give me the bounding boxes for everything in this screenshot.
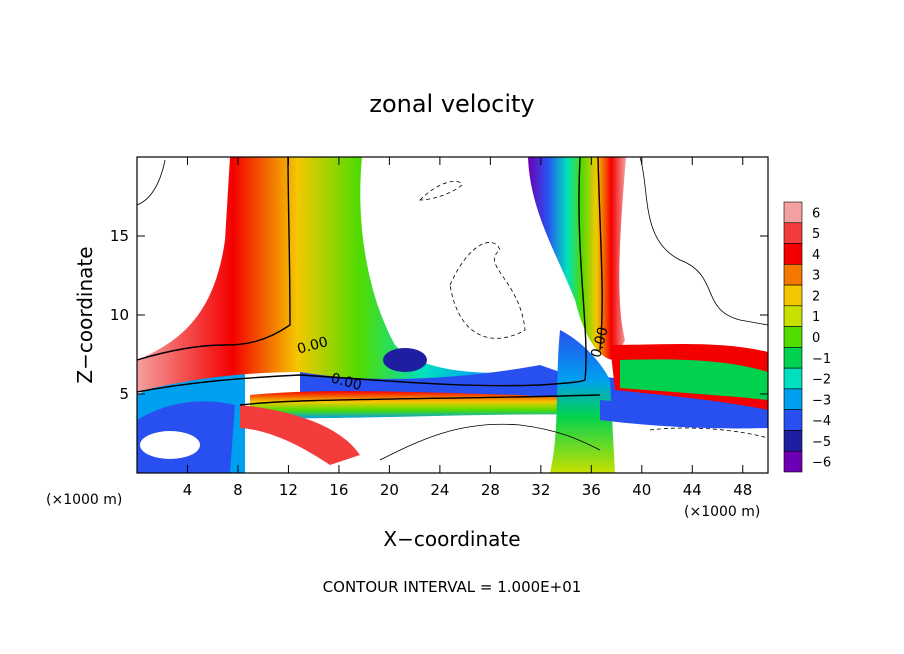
colorbar-swatch [783,347,803,369]
x-tick-label: 36 [582,481,601,499]
colorbar-label: −6 [812,456,831,471]
colorbar-swatch [783,305,803,327]
colorbar-label: 5 [812,227,820,242]
y-tick-label: 15 [110,227,129,245]
contour-dashed-lower-right [649,427,768,439]
contour-label: 0.00 [588,325,612,359]
contour-label: 0.00 [329,370,363,394]
field-lower-white-gap [420,422,540,458]
x-tick-label: 32 [531,481,550,499]
chart-title: zonal velocity [369,90,534,118]
colorbar-label: 1 [812,310,820,325]
field-lower-left-gap [140,431,200,459]
colorbar-label: 2 [812,289,820,304]
field-right-green-band [620,359,768,400]
contour-dashed-top [419,180,463,201]
contour-thin-top-left [137,159,166,206]
x-tick-label: 12 [279,481,298,499]
contour-interval-note: CONTOUR INTERVAL = 1.000E+01 [323,578,582,596]
x-tick-label: 24 [430,481,449,499]
x-tick-label: 20 [380,481,399,499]
x-ticks: 4 8 12 16 20 24 28 32 36 40 44 48 [183,157,752,499]
field-lower-right-gap [640,429,760,461]
colorbar-swatch [783,284,803,307]
contour-zero-mid [137,157,587,393]
x-axis-title: X−coordinate [383,527,520,551]
colorbar-swatch [783,264,803,286]
y-tick-label: 5 [119,385,129,403]
field-right-stem [550,330,615,473]
contour-zero-left [137,157,291,361]
colorbar: 6 5 4 3 2 1 0 −1 −2 −3 −4 −5 −6 [783,201,831,473]
colorbar-swatch [783,367,803,390]
colorbar-swatch [783,450,803,473]
colorbar-swatch [783,388,803,410]
colorbar-label: −5 [812,435,831,450]
contour-label: 0.00 [296,334,330,358]
contour-dashed-mid [449,242,526,339]
colorbar-swatch [783,430,803,452]
field-left-jet [137,157,520,400]
contour-lines [137,157,768,461]
x-unit-label: (×1000 m) [684,504,760,520]
y-tick-label: 10 [110,306,129,324]
x-tick-label: 8 [233,481,243,499]
x-tick-label: 4 [183,481,193,499]
heatmap-field [137,157,768,473]
field-right-blue-tail [600,400,768,429]
y-axis-title: Z−coordinate [73,246,97,383]
colorbar-swatch [783,409,803,431]
colorbar-label: −4 [812,414,831,429]
field-lower-red-streak [240,405,360,465]
x-tick-label: 40 [632,481,651,499]
x-tick-label: 16 [329,481,348,499]
field-purple-core [383,348,427,372]
colorbar-swatch [783,201,803,224]
colorbar-label: 4 [812,248,820,263]
x-tick-label: 28 [481,481,500,499]
colorbar-swatch [783,222,803,244]
y-ticks: 5 10 15 [110,227,768,403]
x-tick-label: 48 [733,481,752,499]
contour-labels: 0.00 0.00 0.00 [296,325,612,394]
field-mid-warm-band [250,391,600,419]
contour-zero-right [597,157,603,351]
x-tick-label: 44 [683,481,702,499]
colorbar-label: −1 [812,352,831,367]
colorbar-label: −3 [812,393,831,408]
colorbar-swatch [783,243,803,265]
contour-thin-lower [379,423,601,461]
colorbar-label: −2 [812,373,831,388]
colorbar-label: 3 [812,269,820,284]
colorbar-label: 6 [812,206,820,221]
contour-zero-lower [239,394,601,406]
y-unit-label: (×1000 m) [46,492,122,508]
colorbar-label: 0 [812,331,820,346]
colorbar-swatch [783,326,803,348]
contour-thin-top-right [639,157,768,326]
